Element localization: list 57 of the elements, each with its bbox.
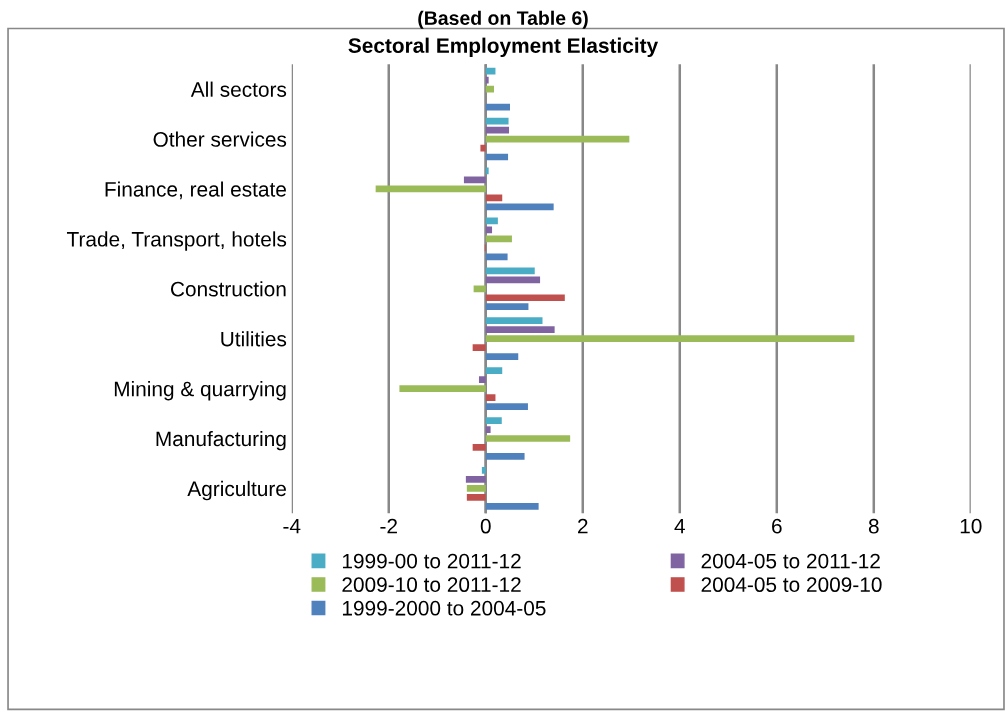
bar <box>485 394 496 401</box>
x-tick-label: -2 <box>380 518 397 534</box>
bar <box>478 376 486 383</box>
x-tick-label: 8 <box>868 518 879 534</box>
y-tick-label: Agriculture <box>187 480 286 501</box>
x-tick-label: -4 <box>283 518 301 534</box>
bar <box>485 367 503 374</box>
bar <box>463 176 486 184</box>
y-tick-label: Utilities <box>221 331 287 347</box>
bar <box>485 426 491 433</box>
legend-label: 1999-2000 to 2004-05 <box>342 600 546 616</box>
bar <box>480 144 486 152</box>
bar <box>485 435 571 442</box>
bar <box>481 467 486 474</box>
legend-label: 2009-10 to 2011-12 <box>342 577 521 593</box>
bar <box>485 503 539 510</box>
legend-label: 2004-05 to 2009-10 <box>701 577 882 593</box>
bar <box>473 285 486 293</box>
bar <box>485 303 529 311</box>
y-tick-label: Mining & quarrying <box>114 381 286 401</box>
y-tick-label: Manufacturing <box>156 430 286 451</box>
bar <box>466 494 486 501</box>
bar <box>485 335 855 343</box>
bar <box>485 294 565 302</box>
bar <box>485 353 519 361</box>
x-tick-label: 4 <box>674 518 685 534</box>
y-tick-label: All sectors <box>190 81 287 97</box>
x-tick-label: 10 <box>960 518 982 534</box>
bar <box>485 417 502 424</box>
bar <box>485 403 528 410</box>
bar <box>466 485 486 492</box>
bar <box>485 67 496 75</box>
bar <box>485 276 541 284</box>
bar <box>465 476 486 483</box>
y-tick-label: Construction <box>170 281 286 297</box>
x-tick-label: 2 <box>578 518 588 534</box>
y-tick-label: Trade, Transport, hotels <box>66 231 287 251</box>
bar <box>485 76 489 84</box>
bar <box>485 453 525 460</box>
bar <box>399 385 486 392</box>
bar <box>472 344 486 352</box>
chart-title: Sectoral Employment Elasticity <box>348 37 659 58</box>
bar <box>485 235 512 243</box>
bar <box>485 117 509 125</box>
bar <box>472 444 486 451</box>
text: (Based on Table 6) <box>418 10 588 29</box>
x-tick-label: 0 <box>480 518 491 534</box>
x-tick-label: 6 <box>772 518 782 534</box>
bar <box>485 326 555 334</box>
bar <box>485 317 543 325</box>
y-tick-label: Other services <box>153 131 287 147</box>
bar <box>485 253 508 261</box>
bar <box>485 267 535 275</box>
legend-label: 2004-05 to 2011-12 <box>701 553 880 569</box>
bar <box>485 167 489 175</box>
legend-label: 1999-00 to 2011-12 <box>342 553 521 569</box>
y-tick-label: Finance, real estate <box>105 181 286 200</box>
